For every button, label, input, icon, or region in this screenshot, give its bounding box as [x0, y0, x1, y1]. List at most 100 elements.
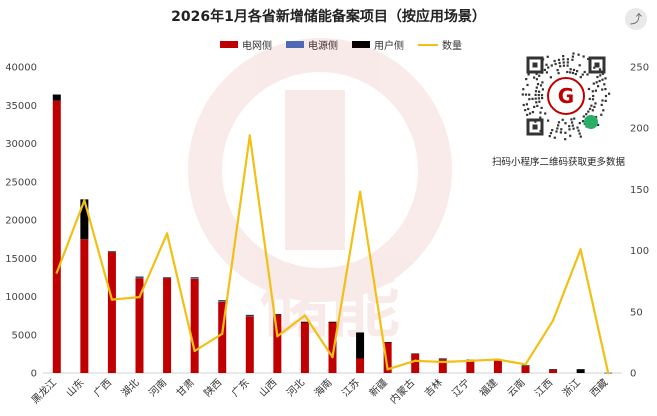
bar-user — [356, 332, 365, 359]
legend-item-source[interactable]: 电源侧 — [286, 37, 338, 52]
count-point — [221, 332, 224, 336]
bar-grid — [190, 278, 199, 373]
legend-swatch-source — [286, 41, 304, 48]
bar-source — [135, 277, 144, 279]
bar-user — [245, 314, 254, 316]
y-right-tick-label: 100 — [630, 246, 649, 257]
bar-grid — [383, 342, 392, 373]
x-tick-label: 甘肃 — [173, 376, 196, 399]
y-right-tick-label: 250 — [630, 63, 649, 74]
bar-user — [218, 300, 227, 302]
count-point — [551, 319, 555, 322]
x-tick-label: 湖北 — [119, 377, 142, 400]
bar-grid — [245, 316, 254, 373]
x-tick-label: 福建 — [477, 376, 500, 399]
bar-user — [190, 277, 199, 279]
bar-user — [521, 365, 530, 367]
bar-user — [576, 369, 585, 373]
bar-user — [411, 353, 420, 354]
bar-grid — [107, 252, 116, 373]
chart-legend: 电网侧 电源侧 用户侧 数量 — [220, 37, 462, 52]
bar-user — [273, 314, 282, 315]
y-left-tick-label: 15000 — [5, 254, 37, 265]
legend-item-count[interactable]: 数量 — [418, 37, 462, 52]
bar-user — [135, 276, 144, 278]
x-tick-label: 河北 — [284, 377, 307, 400]
bar-grid — [163, 278, 172, 373]
bar-source — [218, 301, 227, 302]
bar-grid — [438, 359, 447, 373]
y-right-tick-label: 50 — [630, 307, 643, 318]
bar-grid — [466, 359, 475, 373]
x-tick-label: 吉林 — [422, 376, 445, 399]
count-point — [276, 335, 279, 338]
bar-user — [52, 94, 61, 101]
count-point — [524, 363, 527, 366]
x-tick-label: 山东 — [63, 376, 86, 399]
x-tick-label: 广西 — [91, 377, 114, 400]
bar-user — [80, 199, 89, 240]
bar-user — [163, 277, 172, 279]
legend-item-grid[interactable]: 电网侧 — [220, 37, 272, 52]
legend-swatch-count — [418, 43, 438, 46]
bar-grid — [356, 358, 365, 373]
x-tick-label: 西藏 — [588, 377, 611, 400]
count-point — [303, 314, 307, 317]
chart-title: 2026年1月各省新增储能备案项目（按应用场景） — [171, 9, 486, 25]
count-point — [358, 190, 362, 194]
legend-label-count: 数量 — [442, 41, 462, 52]
y-left-tick-label: 0 — [31, 369, 37, 380]
count-point — [248, 134, 251, 137]
count-point — [414, 359, 417, 362]
bar-user — [328, 321, 337, 323]
legend-item-user[interactable]: 用户侧 — [352, 37, 404, 52]
bar-grid — [493, 360, 502, 373]
count-point — [165, 232, 169, 235]
legend-swatch-grid — [220, 41, 238, 48]
x-tick-label: 广东 — [229, 376, 252, 399]
x-tick-label: 云南 — [504, 376, 527, 399]
x-tick-label: 河南 — [146, 376, 169, 399]
bar-user — [107, 251, 116, 253]
count-point — [496, 358, 500, 361]
bar-grid — [80, 239, 89, 373]
x-tick-label: 辽宁 — [449, 376, 472, 399]
bar-source — [245, 315, 254, 317]
svg-text:G: G — [558, 84, 574, 108]
legend-label-source: 电源侧 — [308, 41, 338, 52]
y-left-tick-label: 20000 — [5, 216, 37, 227]
y-left-tick-label: 35000 — [5, 101, 37, 112]
qr-caption: 扫码小程序二维码获取更多数据 — [491, 157, 625, 168]
count-point — [331, 355, 334, 359]
share-icon[interactable]: ⤴ — [625, 8, 647, 30]
y-left-tick-label: 5000 — [12, 330, 37, 341]
x-tick-label: 内蒙古 — [387, 376, 417, 406]
bar-source — [190, 278, 199, 279]
x-tick-label: 浙江 — [560, 377, 583, 400]
count-point — [607, 371, 610, 375]
x-tick-label: 陕西 — [201, 376, 224, 399]
bar-grid — [273, 314, 282, 373]
qr-code[interactable]: G — [520, 50, 612, 142]
y-right-tick-label: 150 — [630, 185, 649, 196]
count-point — [386, 368, 389, 371]
y-left-tick-label: 10000 — [5, 292, 37, 303]
y-left-tick-label: 30000 — [5, 139, 37, 150]
bar-grid — [549, 369, 558, 373]
count-point — [110, 298, 114, 301]
count-point — [579, 248, 582, 251]
x-tick-label: 海南 — [311, 376, 334, 399]
x-tick-label: 黑龙江 — [29, 376, 59, 406]
bar-grid — [521, 366, 530, 373]
legend-label-user: 用户侧 — [374, 41, 404, 52]
legend-label-grid: 电网侧 — [242, 41, 272, 52]
count-point — [193, 349, 196, 353]
bar-user — [549, 369, 558, 370]
x-tick-label: 江苏 — [339, 376, 362, 399]
bar-grid — [411, 353, 420, 373]
count-point — [83, 199, 86, 202]
y-left-tick-label: 40000 — [5, 63, 37, 74]
legend-swatch-user — [352, 41, 370, 48]
bar-user — [438, 358, 447, 360]
bar-grid — [328, 322, 337, 373]
